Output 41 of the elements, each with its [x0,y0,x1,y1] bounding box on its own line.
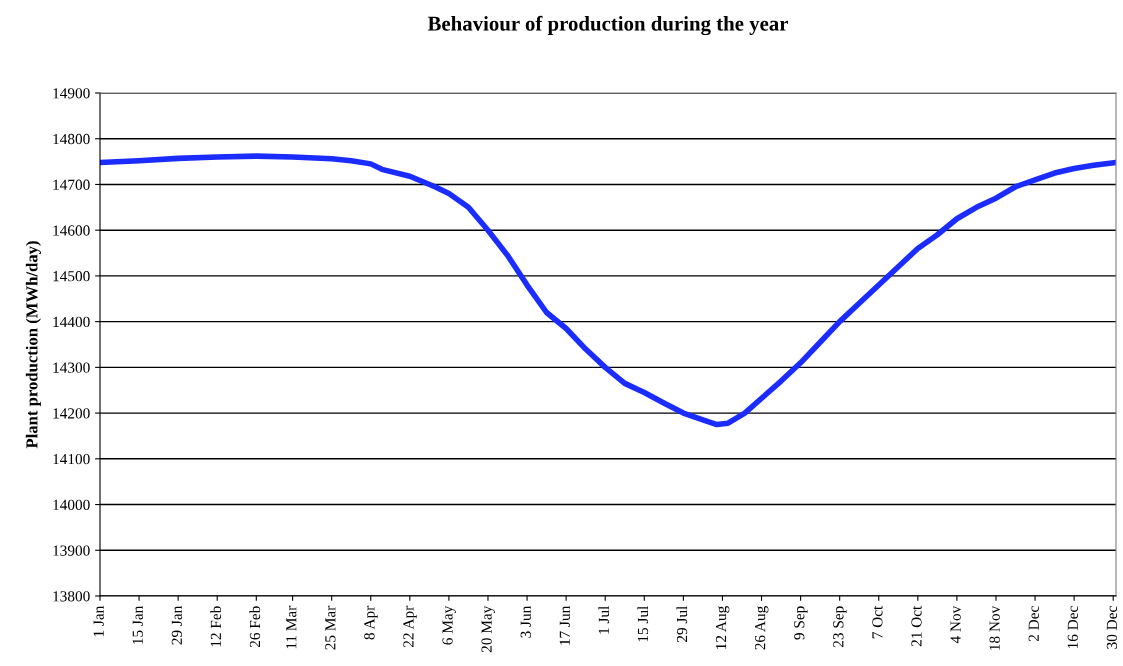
x-tick-label: 1 Jul [598,606,610,634]
x-tick-label: 29 Jul [676,606,688,642]
y-axis-title: Plant production (MWh/day) [25,241,41,449]
y-tick-label: 13900 [53,545,90,556]
x-tick-label: 12 Aug [715,606,730,649]
x-tick-label: 30 Dec [1106,606,1118,649]
y-tick-label: 14000 [53,499,90,510]
x-tick-label: 2 Dec [1028,606,1039,642]
x-tick-label: 16 Dec [1067,606,1078,649]
x-tick-label: 22 Apr [403,605,417,648]
x-tick-label: 8 Apr [364,605,378,640]
x-tick-label: 12 Feb [210,606,222,647]
x-tick-label: 1 Jan [93,605,104,637]
x-tick-label: 26 Aug [755,606,769,650]
x-tick-label: 15 Jan [132,605,143,644]
x-tick-label: 15 Jul [637,606,649,642]
x-tick-label: 17 Jun [559,605,570,645]
x-tick-label: 11 Mar [286,605,297,649]
chart-title: Behaviour of production during the year [427,15,789,36]
y-tick-label: 13800 [53,591,90,602]
x-tick-label: 21 Oct [911,605,922,647]
x-tick-label: 18 Nov [989,605,1000,650]
y-tick-label: 14900 [53,88,90,99]
y-tick-label: 14400 [53,316,90,328]
x-tick-label: 7 Oct [872,605,883,639]
x-tick-label: 23 Sep [833,606,847,648]
y-tick-label: 14300 [53,362,90,373]
y-tick-label: 14600 [53,225,90,236]
x-tick-label: 4 Nov [950,605,961,644]
y-tick-label: 14200 [53,408,90,419]
y-tick-label: 14800 [53,133,90,145]
x-tick-label: 3 Jun [520,605,531,638]
x-tick-label: 9 Sep [794,606,808,640]
x-tick-label: 20 May [481,605,495,653]
x-tick-label: 6 May [442,605,456,645]
x-tick-label: 26 Feb [249,606,261,648]
y-tick-label: 14500 [53,271,90,282]
x-tick-label: 29 Jan [171,605,182,645]
y-tick-label: 14100 [53,453,90,465]
y-tick-label: 14700 [53,179,90,190]
x-tick-label: 25 Mar [325,605,336,650]
